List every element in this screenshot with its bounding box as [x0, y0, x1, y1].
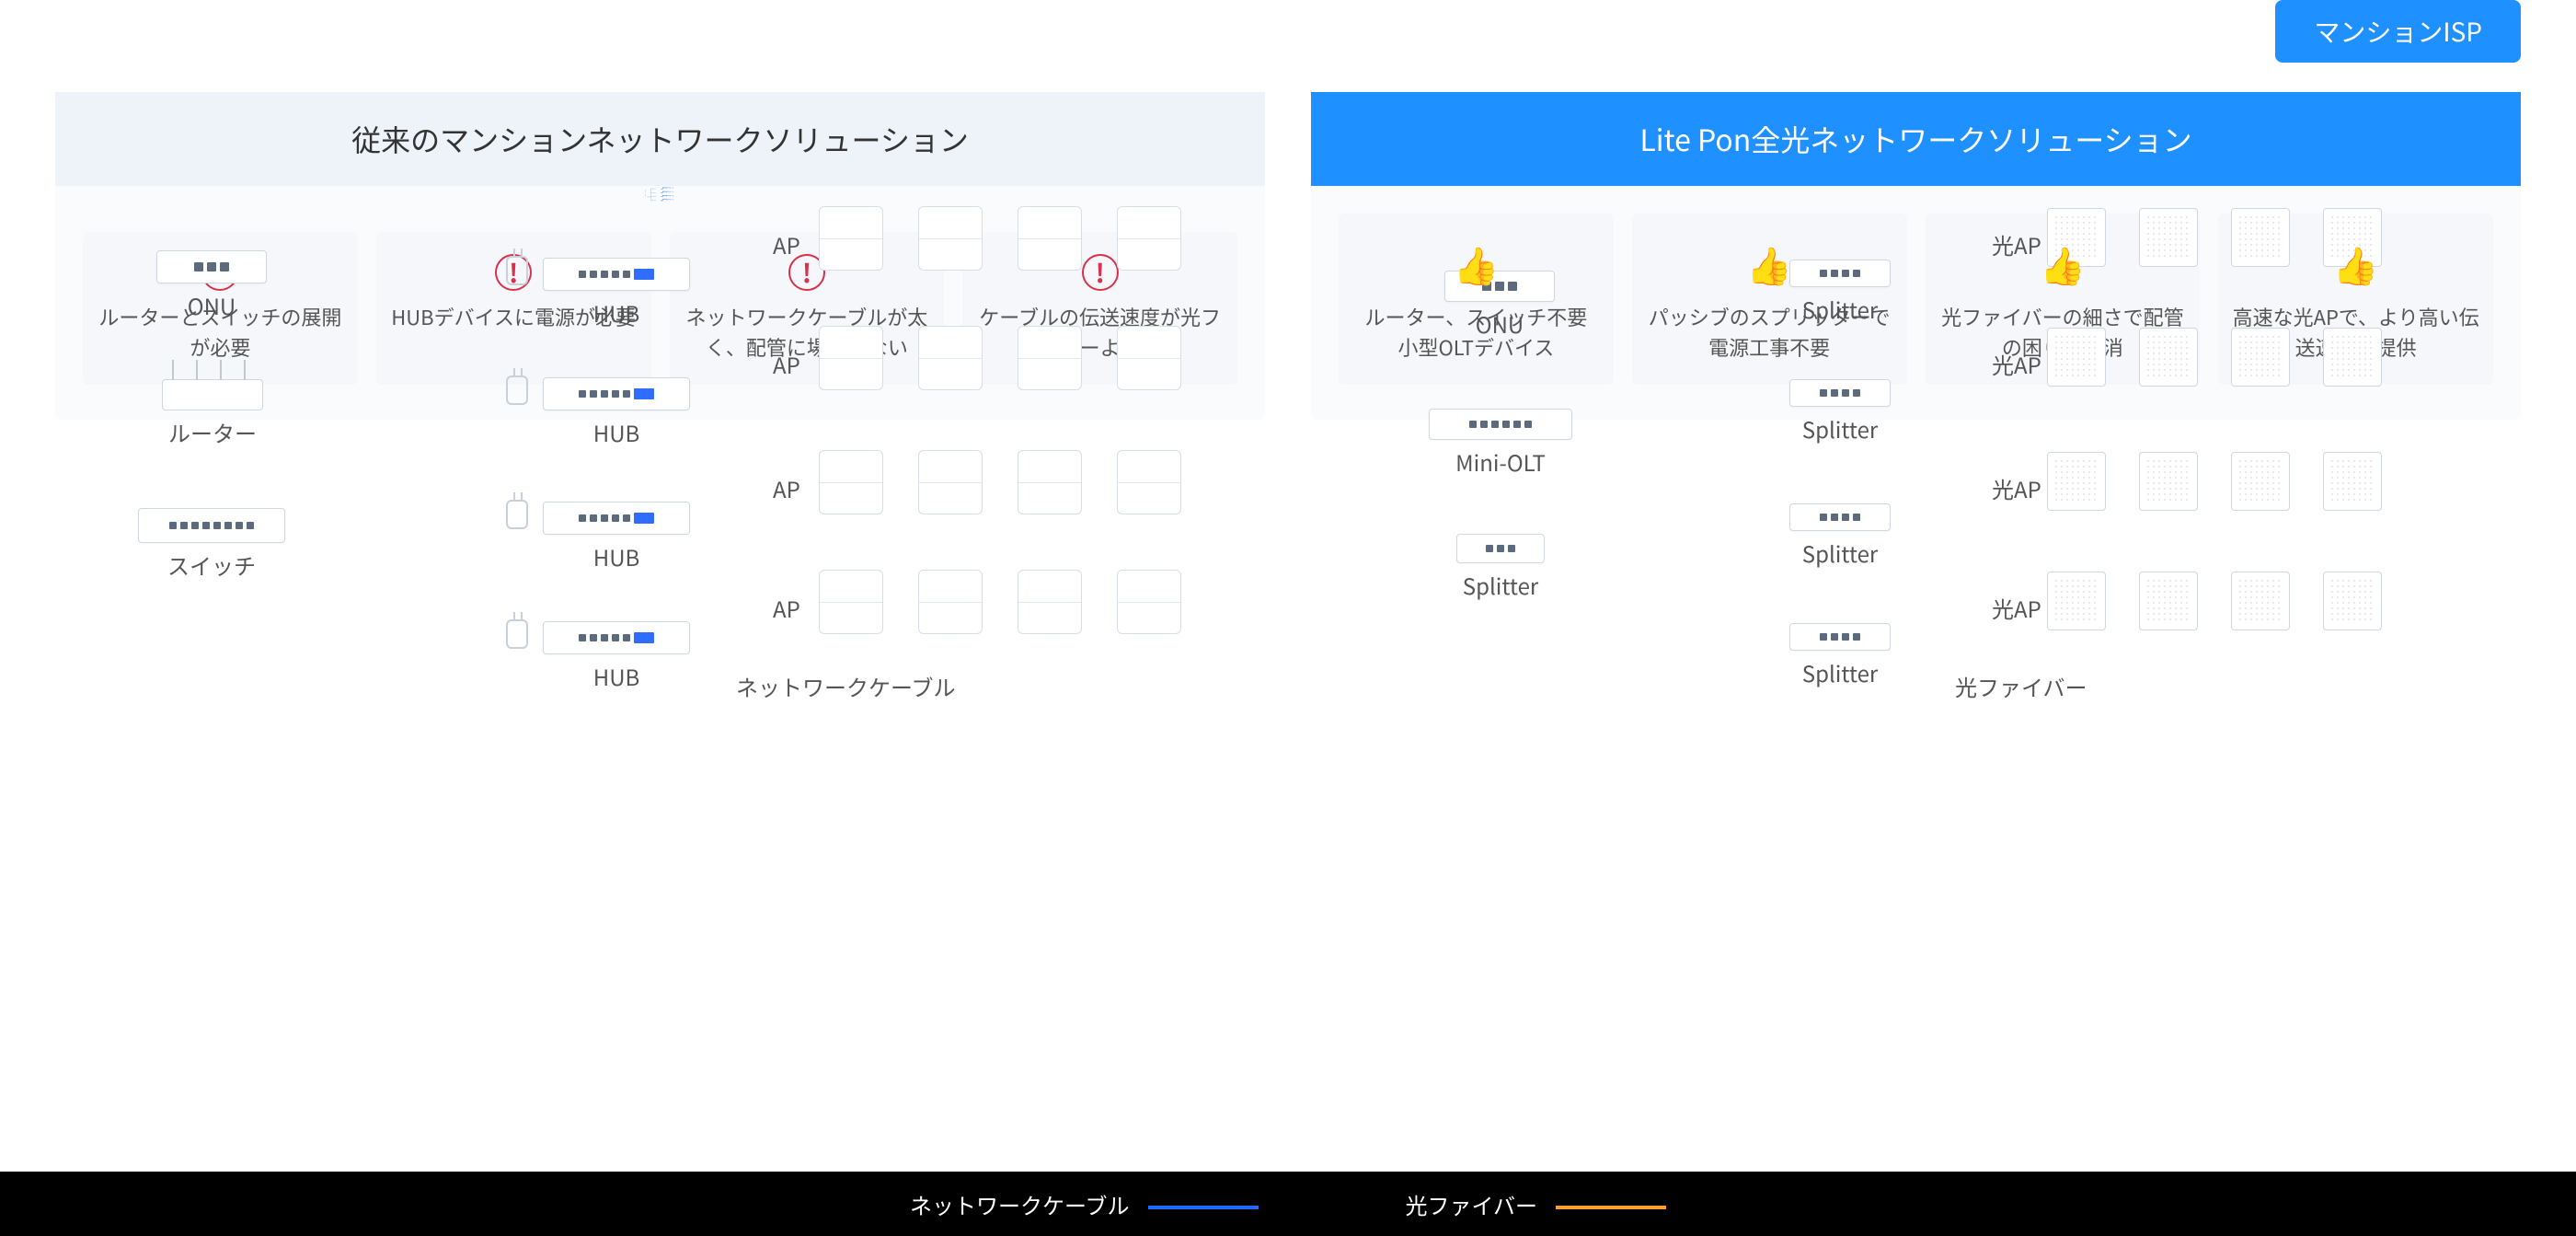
panel-title-left: 従来のマンションネットワークソリューション — [55, 92, 1265, 186]
ap-label-r: 光AP — [1992, 467, 2041, 504]
ap-label-r: 光AP — [1992, 586, 2041, 624]
ap-row — [819, 326, 1181, 390]
device-olt: Mini-OLT — [1429, 409, 1572, 478]
device-switch: スイッチ — [138, 508, 285, 581]
ap-row-r — [2047, 572, 2382, 630]
ap-label-r: 光AP — [1992, 342, 2041, 380]
thumb-icon: 👍 — [1938, 236, 2188, 291]
plug-icon — [506, 619, 528, 649]
panel-litepon: Lite Pon全光ネットワークソリューション — [1311, 92, 2521, 420]
device-splitter-4: Splitter — [1789, 623, 1891, 688]
device-router: ルーター — [162, 379, 263, 448]
fiber-label: 光ファイバー — [1955, 664, 2087, 702]
legend-fiber: 光ファイバー — [1406, 1188, 1667, 1220]
thumb-icon: 👍 — [1351, 236, 1601, 291]
topology-lines-left — [55, 186, 1265, 204]
panel-title-right: Lite Pon全光ネットワークソリューション — [1311, 92, 2521, 186]
plug-icon — [506, 256, 528, 285]
ap-label: AP — [773, 223, 800, 260]
comparison-panels: 従来のマンションネットワークソリューション — [0, 0, 2576, 456]
ap-row — [819, 570, 1181, 634]
thumb-icon: 👍 — [2231, 236, 2480, 291]
thumb-icon: 👍 — [1645, 236, 1894, 291]
ap-row — [819, 450, 1181, 514]
ap-label: AP — [773, 467, 800, 504]
plug-icon — [506, 375, 528, 405]
legend-cable: ネットワークケーブル — [910, 1188, 1259, 1220]
device-splitter-3: Splitter — [1789, 503, 1891, 569]
cable-label: ネットワークケーブル — [736, 664, 956, 702]
ap-row-r — [2047, 452, 2382, 511]
ap-label: AP — [773, 586, 800, 624]
ap-row — [819, 206, 1181, 271]
panel-traditional: 従来のマンションネットワークソリューション — [55, 92, 1265, 420]
device-hub-1: HUB — [543, 258, 690, 329]
device-hub-4: HUB — [543, 621, 690, 692]
device-splitter-main: Splitter — [1456, 534, 1545, 601]
device-hub-3: HUB — [543, 502, 690, 572]
device-splitter-2: Splitter — [1789, 379, 1891, 445]
plug-icon — [506, 500, 528, 529]
ap-row-r — [2047, 328, 2382, 387]
legend-bar: ネットワークケーブル 光ファイバー — [0, 1172, 2576, 1236]
device-onu: ONU — [156, 250, 267, 321]
diagram-left: ONU ルーター スイッチ HUB HUB HUB HUB AP AP A — [55, 186, 1265, 204]
category-badge: マンションISP — [2275, 0, 2521, 63]
device-hub-2: HUB — [543, 377, 690, 448]
ap-label: AP — [773, 342, 800, 380]
